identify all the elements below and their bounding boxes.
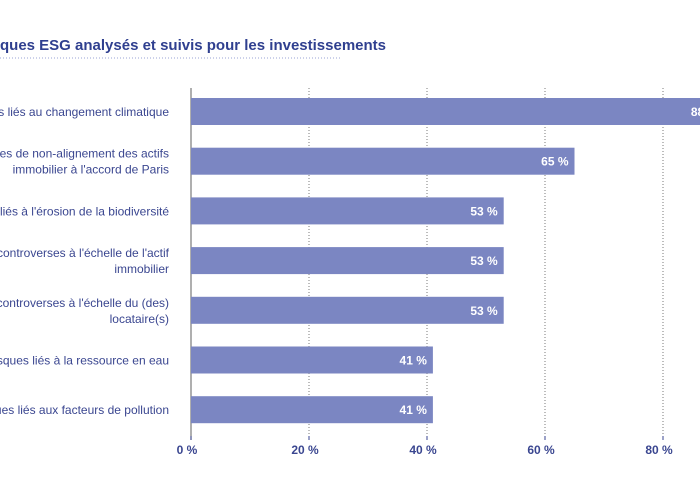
- category-label: ues liés aux facteurs de pollution: [0, 403, 169, 417]
- category-label: controverses à l'échelle de l'actif: [0, 246, 170, 260]
- bar-4: [191, 247, 504, 275]
- bar-5: [191, 296, 504, 324]
- bars: 88 65 % 53 % 53 % 53 % 41 % 41 %: [191, 98, 700, 424]
- chart-title: ques ESG analysés et suivis pour les inv…: [0, 37, 386, 54]
- bar-7: [191, 396, 433, 424]
- category-labels: es liés au changement climatique ues de n…: [0, 105, 170, 417]
- bar-value-label: 65 %: [541, 155, 569, 169]
- x-tick-label: 0 %: [177, 443, 198, 457]
- category-label: immobilier: [114, 262, 169, 276]
- category-label: liés à l'érosion de la biodiversité: [0, 204, 169, 218]
- x-tick-label: 80 %: [645, 443, 673, 457]
- category-label: isques liés à la ressource en eau: [0, 354, 169, 368]
- category-label: controverses à l'échelle du (des): [0, 296, 169, 310]
- bar-value-label: 41 %: [400, 403, 428, 417]
- bar-2: [191, 147, 575, 175]
- bar-1: [191, 98, 700, 125]
- bar-value-label: 53 %: [470, 254, 498, 268]
- bar-value-label: 88: [691, 105, 700, 119]
- category-label: es liés au changement climatique: [0, 105, 169, 119]
- bar-value-label: 53 %: [470, 304, 498, 318]
- category-label: locataire(s): [110, 312, 169, 326]
- bar-3: [191, 197, 504, 225]
- x-axis-ticks: 0 % 20 % 40 % 60 % 80 %: [177, 436, 673, 457]
- bar-value-label: 53 %: [470, 204, 498, 218]
- bar-value-label: 41 %: [400, 354, 428, 368]
- x-tick-label: 40 %: [409, 443, 437, 457]
- x-tick-label: 20 %: [291, 443, 319, 457]
- bar-6: [191, 346, 433, 374]
- x-tick-label: 60 %: [527, 443, 555, 457]
- category-label: ues de non-alignement des actifs: [0, 147, 169, 161]
- category-label: immobilier à l'accord de Paris: [13, 163, 169, 177]
